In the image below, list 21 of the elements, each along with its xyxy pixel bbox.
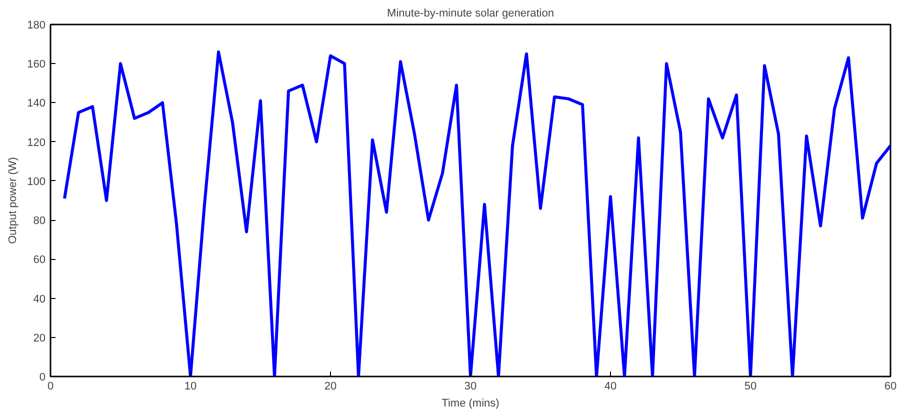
x-tick-label: 50 <box>744 380 757 392</box>
y-axis-title: Output power (W) <box>7 157 20 244</box>
y-tick-label: 120 <box>27 136 46 149</box>
y-tick-label: 100 <box>27 176 46 188</box>
y-tick-label: 40 <box>33 293 46 306</box>
y-tick-label: 180 <box>27 20 46 32</box>
chart-title: Minute-by-minute solar generation <box>387 8 554 20</box>
x-tick-label: 20 <box>324 380 337 392</box>
line-series <box>63 50 890 376</box>
x-tick-label: 30 <box>464 380 477 392</box>
y-tick-label: 60 <box>33 254 46 266</box>
y-tick-label: 80 <box>33 215 46 228</box>
y-tick-label: 20 <box>33 332 46 344</box>
y-tick-label: 140 <box>27 98 46 110</box>
y-tick-label: 0 <box>39 372 46 384</box>
x-tick-label: 40 <box>604 380 617 392</box>
y-tick-label: 160 <box>27 58 46 71</box>
x-axis-title: Time (mins) <box>442 398 500 410</box>
x-tick-label: 60 <box>884 380 897 392</box>
x-tick-label: 10 <box>184 380 197 392</box>
x-tick-label: 0 <box>47 380 54 392</box>
